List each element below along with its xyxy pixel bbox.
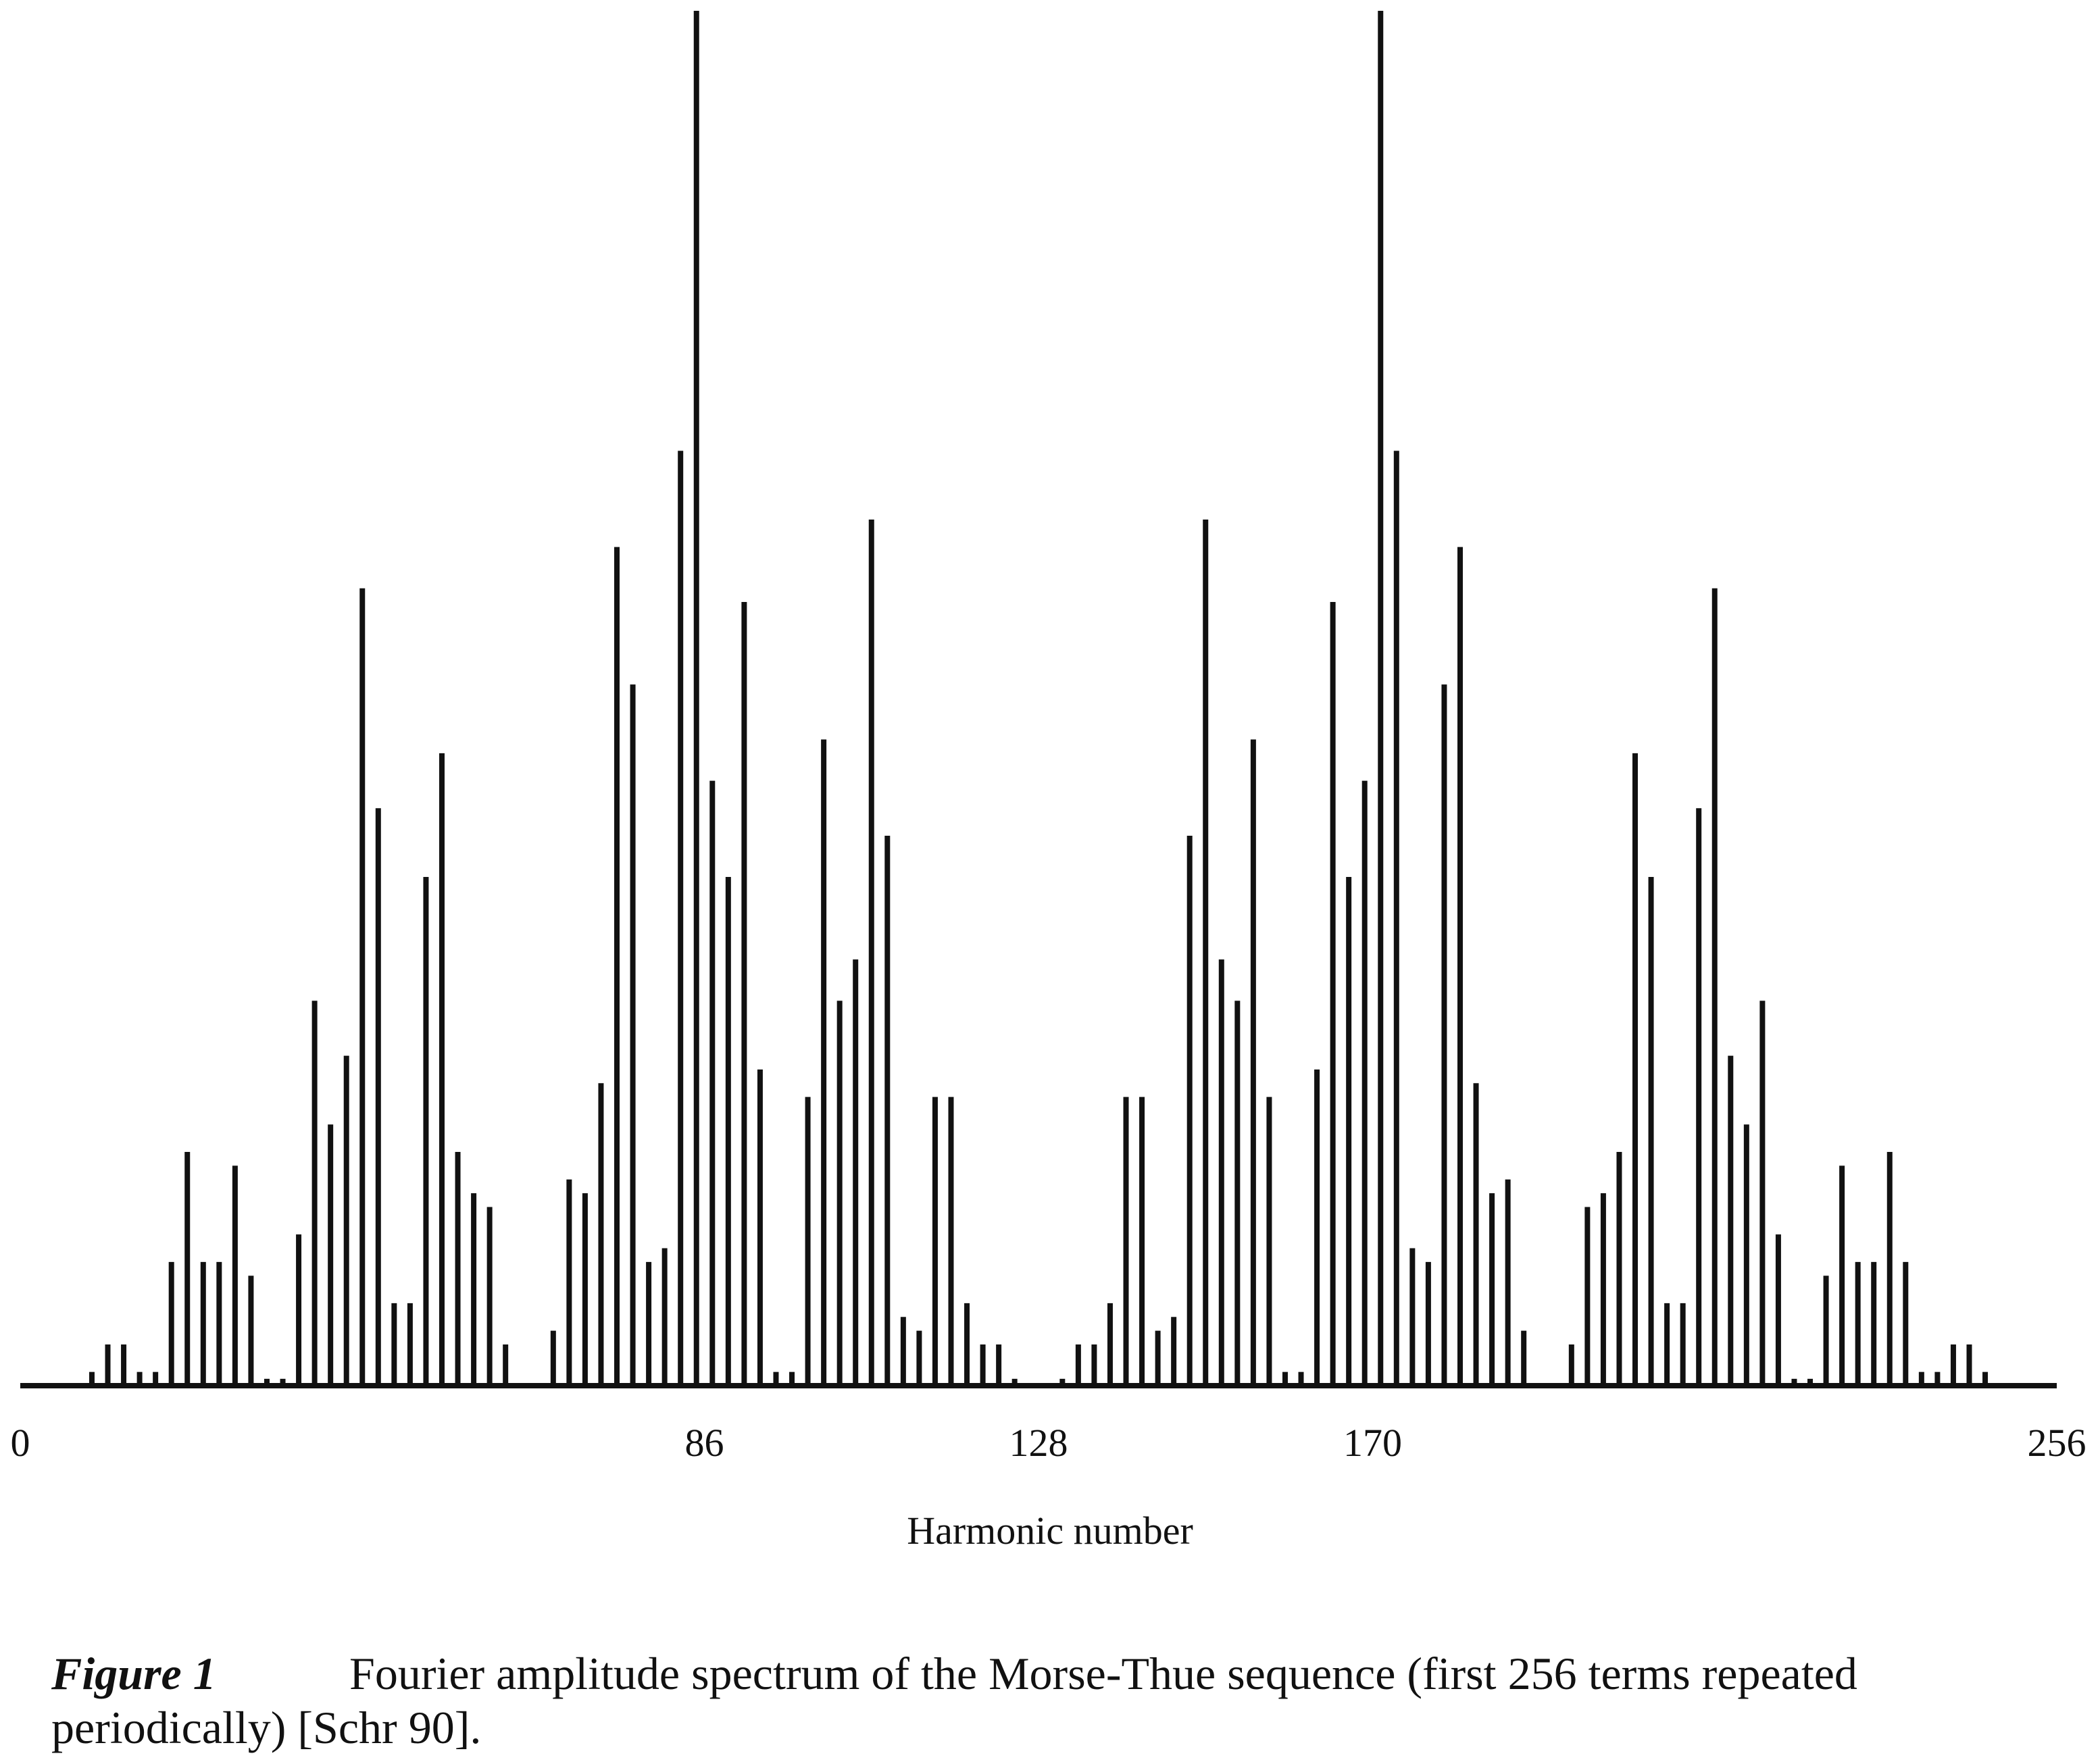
x-tick-label: 0 bbox=[11, 1421, 30, 1465]
x-tick-label: 128 bbox=[1009, 1421, 1068, 1465]
x-tick-label: 170 bbox=[1343, 1421, 1402, 1465]
caption-line: Fourier amplitude spectrum of the Morse-… bbox=[349, 1648, 1857, 1699]
x-tick-label: 256 bbox=[2028, 1421, 2086, 1465]
caption-line: periodically) [Schr 90]. bbox=[51, 1702, 481, 1753]
figure-label: Figure 1 bbox=[51, 1648, 216, 1699]
x-tick-label: 86 bbox=[685, 1421, 724, 1465]
x-axis-label: Harmonic number bbox=[907, 1509, 1193, 1553]
